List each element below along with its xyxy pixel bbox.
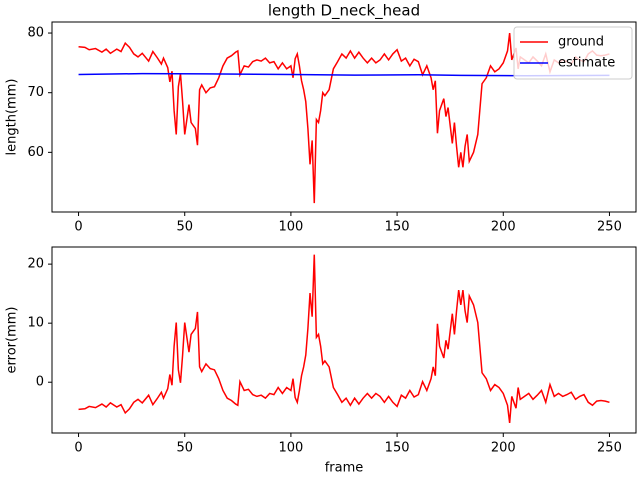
x-tick-label: 150 (385, 220, 410, 235)
axes-frame (51, 246, 637, 434)
y-tick-label: 60 (27, 145, 44, 160)
data-line (78, 32, 610, 204)
y-tick-label: 10 (27, 316, 44, 331)
legend-label: ground (558, 35, 604, 50)
x-tick-label: 200 (491, 441, 516, 456)
x-tick-label: 100 (278, 220, 303, 235)
y-tick-label: 20 (27, 257, 44, 272)
legend-box (513, 26, 633, 80)
y-axis-label: length(mm) (5, 79, 20, 156)
x-tick-label: 250 (597, 441, 622, 456)
x-tick-label: 0 (74, 220, 82, 235)
data-line (78, 72, 610, 77)
y-tick-label: 70 (27, 85, 44, 100)
axes-frame (51, 21, 637, 213)
x-axis-label: frame (325, 461, 364, 476)
y-tick-label: 0 (36, 375, 44, 390)
x-tick-label: 0 (74, 441, 82, 456)
x-tick-label: 100 (278, 441, 303, 456)
x-tick-label: 250 (597, 220, 622, 235)
x-tick-label: 200 (491, 220, 516, 235)
x-tick-label: 150 (385, 441, 410, 456)
chart-title: length D_neck_head (268, 2, 420, 21)
y-axis-label: error(mm) (5, 307, 20, 374)
x-tick-label: 50 (176, 220, 193, 235)
data-line (78, 254, 610, 424)
x-tick-label: 50 (176, 441, 193, 456)
legend-label: estimate (558, 56, 615, 71)
y-tick-label: 80 (27, 26, 44, 41)
